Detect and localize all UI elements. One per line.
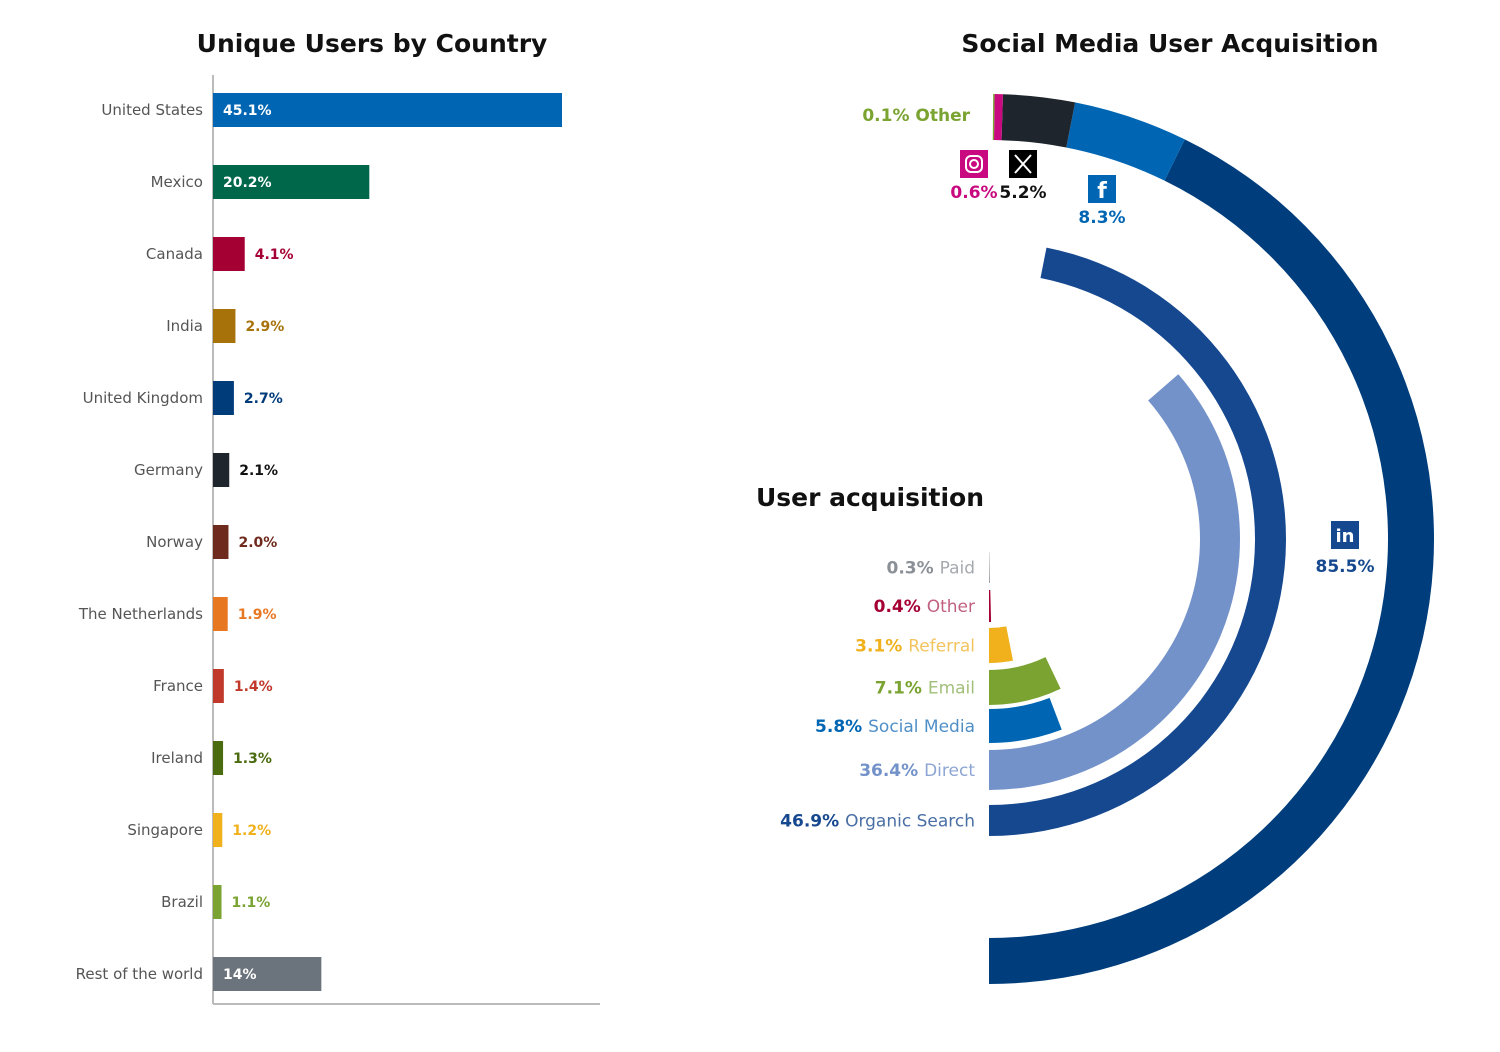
- data-label: 5.2%: [999, 183, 1046, 203]
- data-label: 20.2%: [223, 175, 272, 191]
- instagram-icon: [960, 150, 988, 178]
- bar: [213, 525, 229, 559]
- percent-value: 3.1%: [855, 637, 908, 657]
- series-label: 7.1% Email: [875, 679, 975, 699]
- ring-segment: [989, 589, 992, 622]
- ring-segment: [1066, 102, 1185, 181]
- percent-value: 5.8%: [815, 717, 868, 737]
- icon-glyph: f: [1097, 179, 1107, 204]
- data-label: 1.1%: [232, 895, 271, 911]
- bar: [213, 813, 223, 847]
- data-label: 45.1%: [223, 103, 272, 119]
- data-label: 1.9%: [238, 607, 277, 623]
- bar: [213, 597, 228, 631]
- bar: [213, 309, 236, 343]
- ring-segment: [989, 139, 1435, 984]
- series-label: 0.3% Paid: [887, 559, 976, 579]
- category-label: The Netherlands: [78, 605, 203, 623]
- category-label: United Kingdom: [83, 389, 203, 407]
- icon-glyph: [1014, 154, 1032, 174]
- category-label: Ireland: [151, 749, 203, 767]
- percent-value: 46.9%: [780, 812, 845, 832]
- data-label: 0.6%: [950, 183, 997, 203]
- series-name: Social Media: [868, 717, 975, 737]
- data-label: 1.4%: [234, 679, 273, 695]
- series-name: Paid: [940, 559, 975, 579]
- data-label: 2.9%: [245, 319, 284, 335]
- series-name: Referral: [908, 637, 975, 657]
- icon-glyph: [965, 155, 983, 173]
- data-label: 1.2%: [232, 823, 271, 839]
- bar: [213, 669, 224, 703]
- icon-background: [1331, 521, 1359, 549]
- ring-segment: [1001, 94, 1076, 148]
- category-label: Mexico: [151, 173, 203, 191]
- series-name: Other: [927, 597, 975, 617]
- series-label: 46.9% Organic Search: [780, 812, 975, 832]
- category-label: United States: [101, 101, 203, 119]
- facebook-icon: f: [1088, 175, 1116, 204]
- series-name: Email: [928, 679, 975, 699]
- bar: [213, 381, 234, 415]
- ring-segment: [992, 94, 995, 141]
- ring-segment: [989, 697, 1062, 743]
- percent-value: 0.3%: [887, 559, 940, 579]
- icon-background: [960, 150, 988, 178]
- bar: [213, 957, 322, 991]
- bar-chart-title: Unique Users by Country: [197, 29, 548, 58]
- ring-segment: [994, 94, 1003, 141]
- bar: [213, 453, 230, 487]
- percent-value: 7.1%: [875, 679, 928, 699]
- data-label: 2.0%: [238, 535, 277, 551]
- x-icon: [1009, 150, 1037, 178]
- category-label: Germany: [134, 461, 203, 479]
- data-label: 85.5%: [1316, 557, 1375, 577]
- acquisition-chart-title: User acquisition: [756, 483, 984, 512]
- bar: [213, 165, 370, 199]
- data-label: 8.3%: [1078, 208, 1125, 228]
- bar: [213, 237, 245, 271]
- ring-segment: [989, 626, 1014, 663]
- percent-value: 36.4%: [859, 761, 924, 781]
- bar: [213, 93, 562, 127]
- category-label: Norway: [146, 533, 203, 551]
- category-label: Rest of the world: [76, 965, 203, 983]
- ring-segment: [989, 551, 990, 583]
- series-label: 36.4% Direct: [859, 761, 975, 781]
- data-label: 0.1% Other: [862, 106, 970, 126]
- series-name: Direct: [924, 761, 975, 781]
- series-label: 5.8% Social Media: [815, 717, 975, 737]
- icon-glyph: in: [1336, 526, 1355, 547]
- bar: [213, 885, 222, 919]
- icon-background: [1088, 175, 1116, 203]
- category-label: India: [166, 317, 203, 335]
- data-label: 4.1%: [255, 247, 294, 263]
- icon-glyph: [969, 159, 979, 169]
- data-label: 2.7%: [244, 391, 283, 407]
- category-label: Singapore: [127, 821, 203, 839]
- category-label: France: [153, 677, 203, 695]
- social-chart-title: Social Media User Acquisition: [961, 29, 1378, 58]
- category-label: Brazil: [161, 893, 203, 911]
- series-name: Organic Search: [845, 812, 975, 832]
- data-label: 1.3%: [233, 751, 272, 767]
- ring-segment: [989, 657, 1061, 705]
- bar: [213, 741, 224, 775]
- data-label: 2.1%: [239, 463, 278, 479]
- linkedin-icon: in: [1331, 521, 1359, 549]
- category-label: Canada: [146, 245, 203, 263]
- percent-value: 0.4%: [874, 597, 927, 617]
- series-label: 0.4% Other: [874, 597, 975, 617]
- data-label: 14%: [223, 967, 257, 983]
- ring-segment: [989, 374, 1241, 790]
- series-label: 3.1% Referral: [855, 637, 975, 657]
- ring-segment: [989, 247, 1286, 837]
